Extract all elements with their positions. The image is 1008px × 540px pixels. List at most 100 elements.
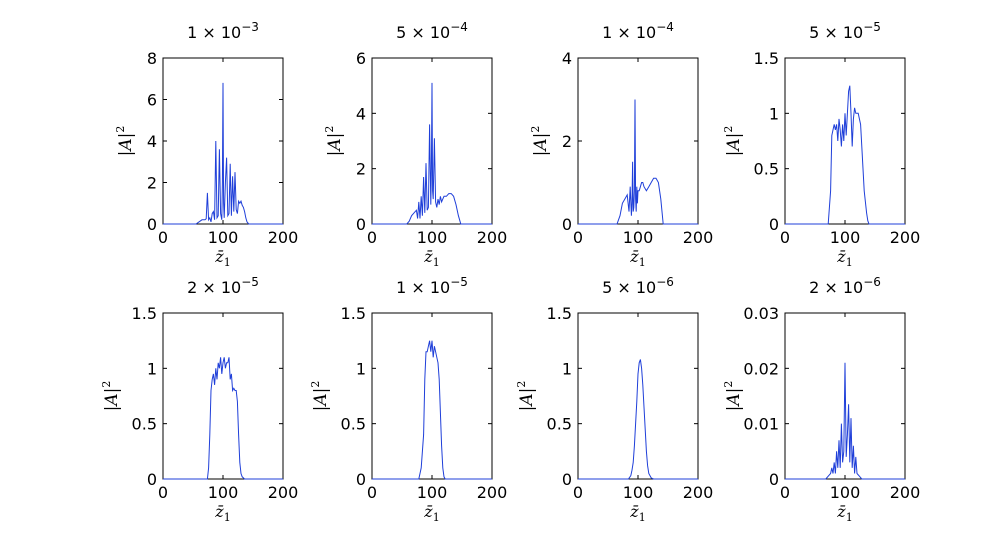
x-tick-label: 0 [780, 228, 790, 247]
y-tick-label: 0 [356, 470, 366, 489]
x-tick-label: 200 [268, 483, 299, 502]
x-tick-label: 200 [477, 228, 508, 247]
subplot-3: 0 100 200 0 2 4 1 × 10−4 z̄1 |A|2 [529, 20, 713, 269]
y-tick-label: 0 [356, 215, 366, 234]
subplot-title: 1 × 10−4 [602, 20, 674, 42]
x-tick-label: 200 [890, 483, 921, 502]
subplot-1: 0 100 200 0 2 4 6 8 1 × 10−3 z̄1 |A|2 [114, 20, 298, 269]
y-tick-label: 0 [562, 215, 572, 234]
y-tick-label: 0 [769, 215, 779, 234]
x-axis-label: z̄1 [214, 502, 230, 524]
subplot-title: 5 × 10−5 [809, 20, 881, 42]
y-tick-label: 6 [356, 49, 366, 68]
y-axis-label: |A|2 [722, 126, 744, 157]
series-line [163, 82, 283, 225]
x-axis-label: z̄1 [214, 247, 230, 269]
y-tick-label: 2 [356, 160, 366, 179]
y-tick-label: 1 [769, 104, 779, 123]
y-tick-label: 0 [147, 215, 157, 234]
series-line [785, 362, 905, 480]
y-tick-label: 0.5 [132, 415, 157, 434]
y-tick-label: 2 [147, 174, 157, 193]
series-line [785, 85, 905, 225]
x-axis-label: z̄1 [836, 502, 852, 524]
subplot-title: 5 × 10−4 [396, 20, 468, 42]
y-tick-label: 0.01 [743, 415, 779, 434]
y-tick-label: 4 [562, 49, 572, 68]
x-tick-label: 100 [208, 228, 239, 247]
y-axis-label: |A|2 [323, 126, 345, 157]
plot-frame [577, 312, 699, 480]
y-tick-label: 1.5 [132, 304, 157, 323]
y-tick-label: 1 [356, 359, 366, 378]
y-axis-label: |A|2 [100, 381, 122, 412]
subplot-title: 2 × 10−6 [809, 275, 881, 297]
x-tick-label: 100 [623, 483, 654, 502]
x-tick-label: 100 [830, 483, 861, 502]
y-tick-label: 0.02 [743, 359, 779, 378]
y-tick-label: 0.03 [743, 304, 779, 323]
plot-frame [371, 312, 493, 480]
y-axis-label: |A|2 [529, 126, 551, 157]
y-tick-label: 8 [147, 49, 157, 68]
y-axis-label: |A|2 [515, 381, 537, 412]
x-tick-label: 200 [477, 483, 508, 502]
plot-frame [784, 57, 906, 225]
y-tick-label: 0 [562, 470, 572, 489]
y-tick-label: 0 [147, 470, 157, 489]
y-tick-label: 4 [147, 132, 157, 151]
y-tick-label: 4 [356, 104, 366, 123]
series-line [372, 340, 492, 480]
plot-frame [162, 312, 284, 480]
x-axis-label: z̄1 [423, 502, 439, 524]
x-tick-label: 200 [268, 228, 299, 247]
subplot-2: 0 100 200 0 2 4 6 5 × 10−4 z̄1 |A|2 [323, 20, 507, 269]
x-tick-label: 0 [158, 483, 168, 502]
series-line [372, 82, 492, 225]
subplot-title: 1 × 10−3 [187, 20, 259, 42]
x-axis-label: z̄1 [629, 247, 645, 269]
subplot-title: 1 × 10−5 [396, 275, 468, 297]
x-axis-label: z̄1 [629, 502, 645, 524]
y-axis-label: |A|2 [722, 381, 744, 412]
series-line [578, 359, 698, 480]
y-tick-label: 1 [147, 359, 157, 378]
x-tick-label: 0 [573, 228, 583, 247]
x-axis-label: z̄1 [836, 247, 852, 269]
subplot-8: 0 100 200 0 0.01 0.02 0.03 2 × 10−6 z̄1 |A|2 [722, 275, 920, 524]
x-tick-label: 0 [573, 483, 583, 502]
x-tick-label: 0 [367, 483, 377, 502]
y-tick-label: 0.5 [341, 415, 366, 434]
x-tick-label: 200 [683, 228, 714, 247]
x-tick-label: 100 [208, 483, 239, 502]
y-tick-label: 1.5 [754, 49, 779, 68]
x-tick-label: 0 [367, 228, 377, 247]
y-tick-label: 6 [147, 91, 157, 110]
y-axis-label: |A|2 [309, 381, 331, 412]
y-tick-label: 1.5 [547, 304, 572, 323]
x-tick-label: 100 [417, 228, 448, 247]
subplot-6: 0 100 200 0 0.5 1 1.5 1 × 10−5 z̄1 |A|2 [309, 275, 507, 524]
y-tick-label: 2 [562, 132, 572, 151]
series-line [578, 99, 698, 225]
subplot-7: 0 100 200 0 0.5 1 1.5 5 × 10−6 z̄1 |A|2 [515, 275, 713, 524]
x-tick-label: 200 [890, 228, 921, 247]
y-tick-label: 1.5 [341, 304, 366, 323]
series-line [163, 357, 283, 480]
x-tick-label: 200 [683, 483, 714, 502]
y-tick-label: 1 [562, 359, 572, 378]
y-tick-label: 0 [769, 470, 779, 489]
y-tick-label: 0.5 [754, 160, 779, 179]
subplot-title: 2 × 10−5 [187, 275, 259, 297]
x-tick-label: 100 [830, 228, 861, 247]
subplot-5: 0 100 200 0 0.5 1 1.5 2 × 10−5 z̄1 |A|2 [100, 275, 298, 524]
x-tick-label: 0 [158, 228, 168, 247]
x-tick-label: 100 [417, 483, 448, 502]
y-tick-label: 0.5 [547, 415, 572, 434]
x-tick-label: 0 [780, 483, 790, 502]
subplot-title: 5 × 10−6 [602, 275, 674, 297]
y-axis-label: |A|2 [114, 126, 136, 157]
x-axis-label: z̄1 [423, 247, 439, 269]
x-tick-label: 100 [623, 228, 654, 247]
